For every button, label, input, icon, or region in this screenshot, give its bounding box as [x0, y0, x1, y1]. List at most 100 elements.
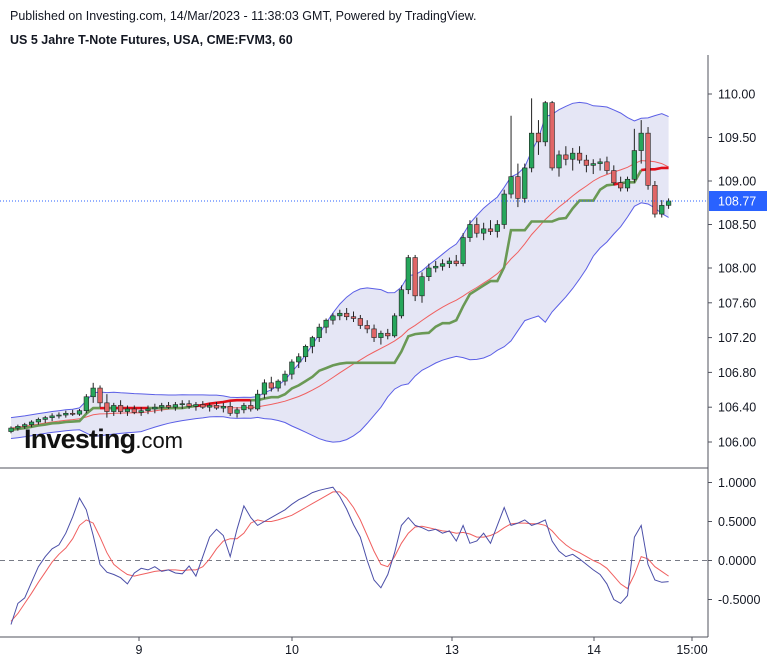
candle-body	[378, 332, 384, 338]
candle	[309, 335, 316, 354]
candle-body	[90, 387, 96, 398]
candle-body	[481, 228, 487, 234]
candle	[261, 379, 268, 399]
candle	[357, 314, 363, 329]
candle-body	[391, 315, 398, 337]
candle-body	[385, 332, 391, 337]
band-upper-line	[10, 101, 669, 419]
candle	[255, 389, 261, 411]
candle-body	[83, 396, 89, 411]
axes: 108.77 110.00 109.50 109.00 108.50 108.00 107.…	[0, 88, 767, 657]
candle	[576, 146, 583, 164]
candle-body	[159, 405, 165, 408]
candle	[275, 379, 281, 392]
candle	[213, 401, 220, 410]
candle-body	[227, 406, 233, 414]
candle	[241, 402, 247, 414]
candle-body	[398, 289, 405, 317]
candle	[330, 313, 336, 325]
candle-body	[611, 170, 617, 184]
candle-body	[665, 200, 672, 206]
stoch-tick-label: 0.0000	[718, 554, 756, 568]
candle	[439, 259, 446, 271]
candle	[638, 120, 644, 164]
candle-body	[316, 326, 322, 338]
candle-body	[289, 361, 295, 375]
price-tick-label: 110.00	[718, 88, 755, 102]
candle-body	[508, 176, 514, 195]
candle-body	[542, 102, 548, 143]
candle-body	[241, 405, 247, 411]
candle-body	[405, 257, 411, 291]
candle	[542, 100, 548, 147]
candle-body	[337, 312, 343, 317]
candle-body	[597, 161, 603, 164]
candle-body	[590, 163, 596, 166]
candle	[535, 120, 542, 155]
price-tick-label: 106.40	[718, 401, 756, 415]
candle-body	[15, 426, 21, 429]
candle-body	[638, 132, 644, 151]
candle-body	[220, 406, 226, 409]
candle-body	[186, 403, 192, 407]
price-tick-label: 109.00	[718, 175, 756, 189]
candle	[378, 330, 384, 345]
time-tick-label: 9	[136, 643, 143, 657]
candle-body	[433, 265, 439, 269]
candle-body	[494, 224, 500, 232]
candle	[179, 400, 185, 409]
candle-body	[446, 260, 453, 264]
candle	[665, 198, 672, 209]
candle-body	[261, 382, 268, 395]
candle-body	[439, 263, 446, 267]
candle-body	[371, 328, 377, 338]
published-note: Published on Investing.com, 14/Mar/2023 …	[10, 9, 477, 23]
candle-body	[234, 409, 240, 414]
candle	[487, 220, 494, 235]
candle	[323, 318, 329, 334]
candle-body	[179, 403, 185, 406]
stoch-tick-label: -0.5000	[718, 593, 760, 607]
candle	[481, 222, 487, 241]
candle	[528, 98, 535, 173]
candle	[165, 401, 172, 409]
candle	[337, 309, 343, 321]
candle	[22, 422, 28, 429]
candle	[296, 353, 302, 369]
band-fill	[11, 102, 669, 443]
candle	[645, 127, 651, 190]
candle-body	[487, 228, 494, 232]
candle-body	[330, 315, 336, 321]
candle-body	[118, 405, 124, 412]
candle	[186, 400, 192, 409]
baseline-line	[620, 169, 643, 185]
candle	[49, 413, 55, 422]
candle	[460, 233, 466, 267]
price-tick-label: 107.60	[718, 296, 756, 310]
candle-body	[131, 408, 137, 413]
candle-body	[426, 267, 432, 277]
candle-body	[323, 319, 329, 328]
candle-body	[556, 154, 562, 169]
candle	[70, 409, 76, 416]
candle	[494, 220, 500, 238]
candle	[659, 200, 665, 218]
candle	[282, 370, 288, 386]
candle-body	[659, 205, 665, 215]
stoch-main-line	[10, 486, 669, 625]
candle	[364, 320, 370, 334]
candle	[124, 405, 131, 416]
chart-frame	[0, 55, 709, 638]
candle-body	[563, 154, 569, 160]
candle	[131, 405, 137, 415]
candle	[193, 401, 199, 411]
price-tick-label: 106.80	[718, 366, 756, 380]
candle-body	[248, 405, 254, 410]
candle-body	[474, 224, 480, 234]
candle	[583, 154, 589, 173]
candle	[419, 272, 425, 303]
candle-body	[200, 404, 206, 408]
baseline-line	[250, 183, 614, 402]
candle	[590, 159, 596, 175]
